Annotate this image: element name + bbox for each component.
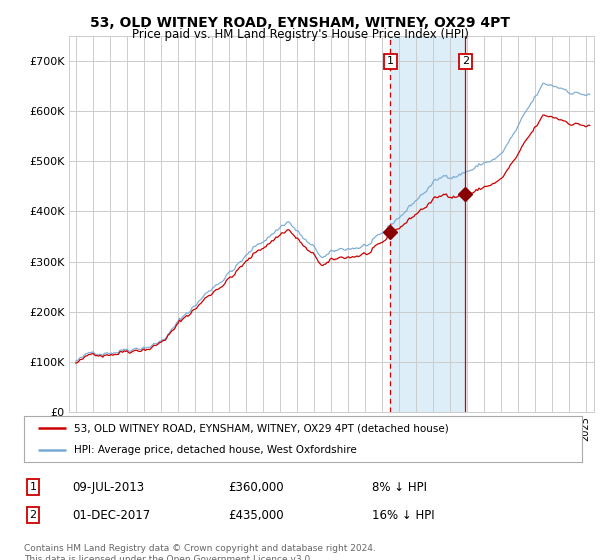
Text: Price paid vs. HM Land Registry's House Price Index (HPI): Price paid vs. HM Land Registry's House … bbox=[131, 28, 469, 41]
Text: 1: 1 bbox=[29, 482, 37, 492]
Text: 01-DEC-2017: 01-DEC-2017 bbox=[72, 508, 150, 522]
Text: 09-JUL-2013: 09-JUL-2013 bbox=[72, 480, 144, 494]
Text: HPI: Average price, detached house, West Oxfordshire: HPI: Average price, detached house, West… bbox=[74, 445, 357, 455]
Text: Contains HM Land Registry data © Crown copyright and database right 2024.
This d: Contains HM Land Registry data © Crown c… bbox=[24, 544, 376, 560]
Text: 53, OLD WITNEY ROAD, EYNSHAM, WITNEY, OX29 4PT: 53, OLD WITNEY ROAD, EYNSHAM, WITNEY, OX… bbox=[90, 16, 510, 30]
Text: 2: 2 bbox=[29, 510, 37, 520]
Text: £435,000: £435,000 bbox=[228, 508, 284, 522]
Text: 1: 1 bbox=[387, 57, 394, 67]
Text: 53, OLD WITNEY ROAD, EYNSHAM, WITNEY, OX29 4PT (detached house): 53, OLD WITNEY ROAD, EYNSHAM, WITNEY, OX… bbox=[74, 423, 449, 433]
Text: 2: 2 bbox=[461, 57, 469, 67]
Text: 16% ↓ HPI: 16% ↓ HPI bbox=[372, 508, 434, 522]
Text: 8% ↓ HPI: 8% ↓ HPI bbox=[372, 480, 427, 494]
Text: £360,000: £360,000 bbox=[228, 480, 284, 494]
Bar bbox=[391, 36, 465, 412]
